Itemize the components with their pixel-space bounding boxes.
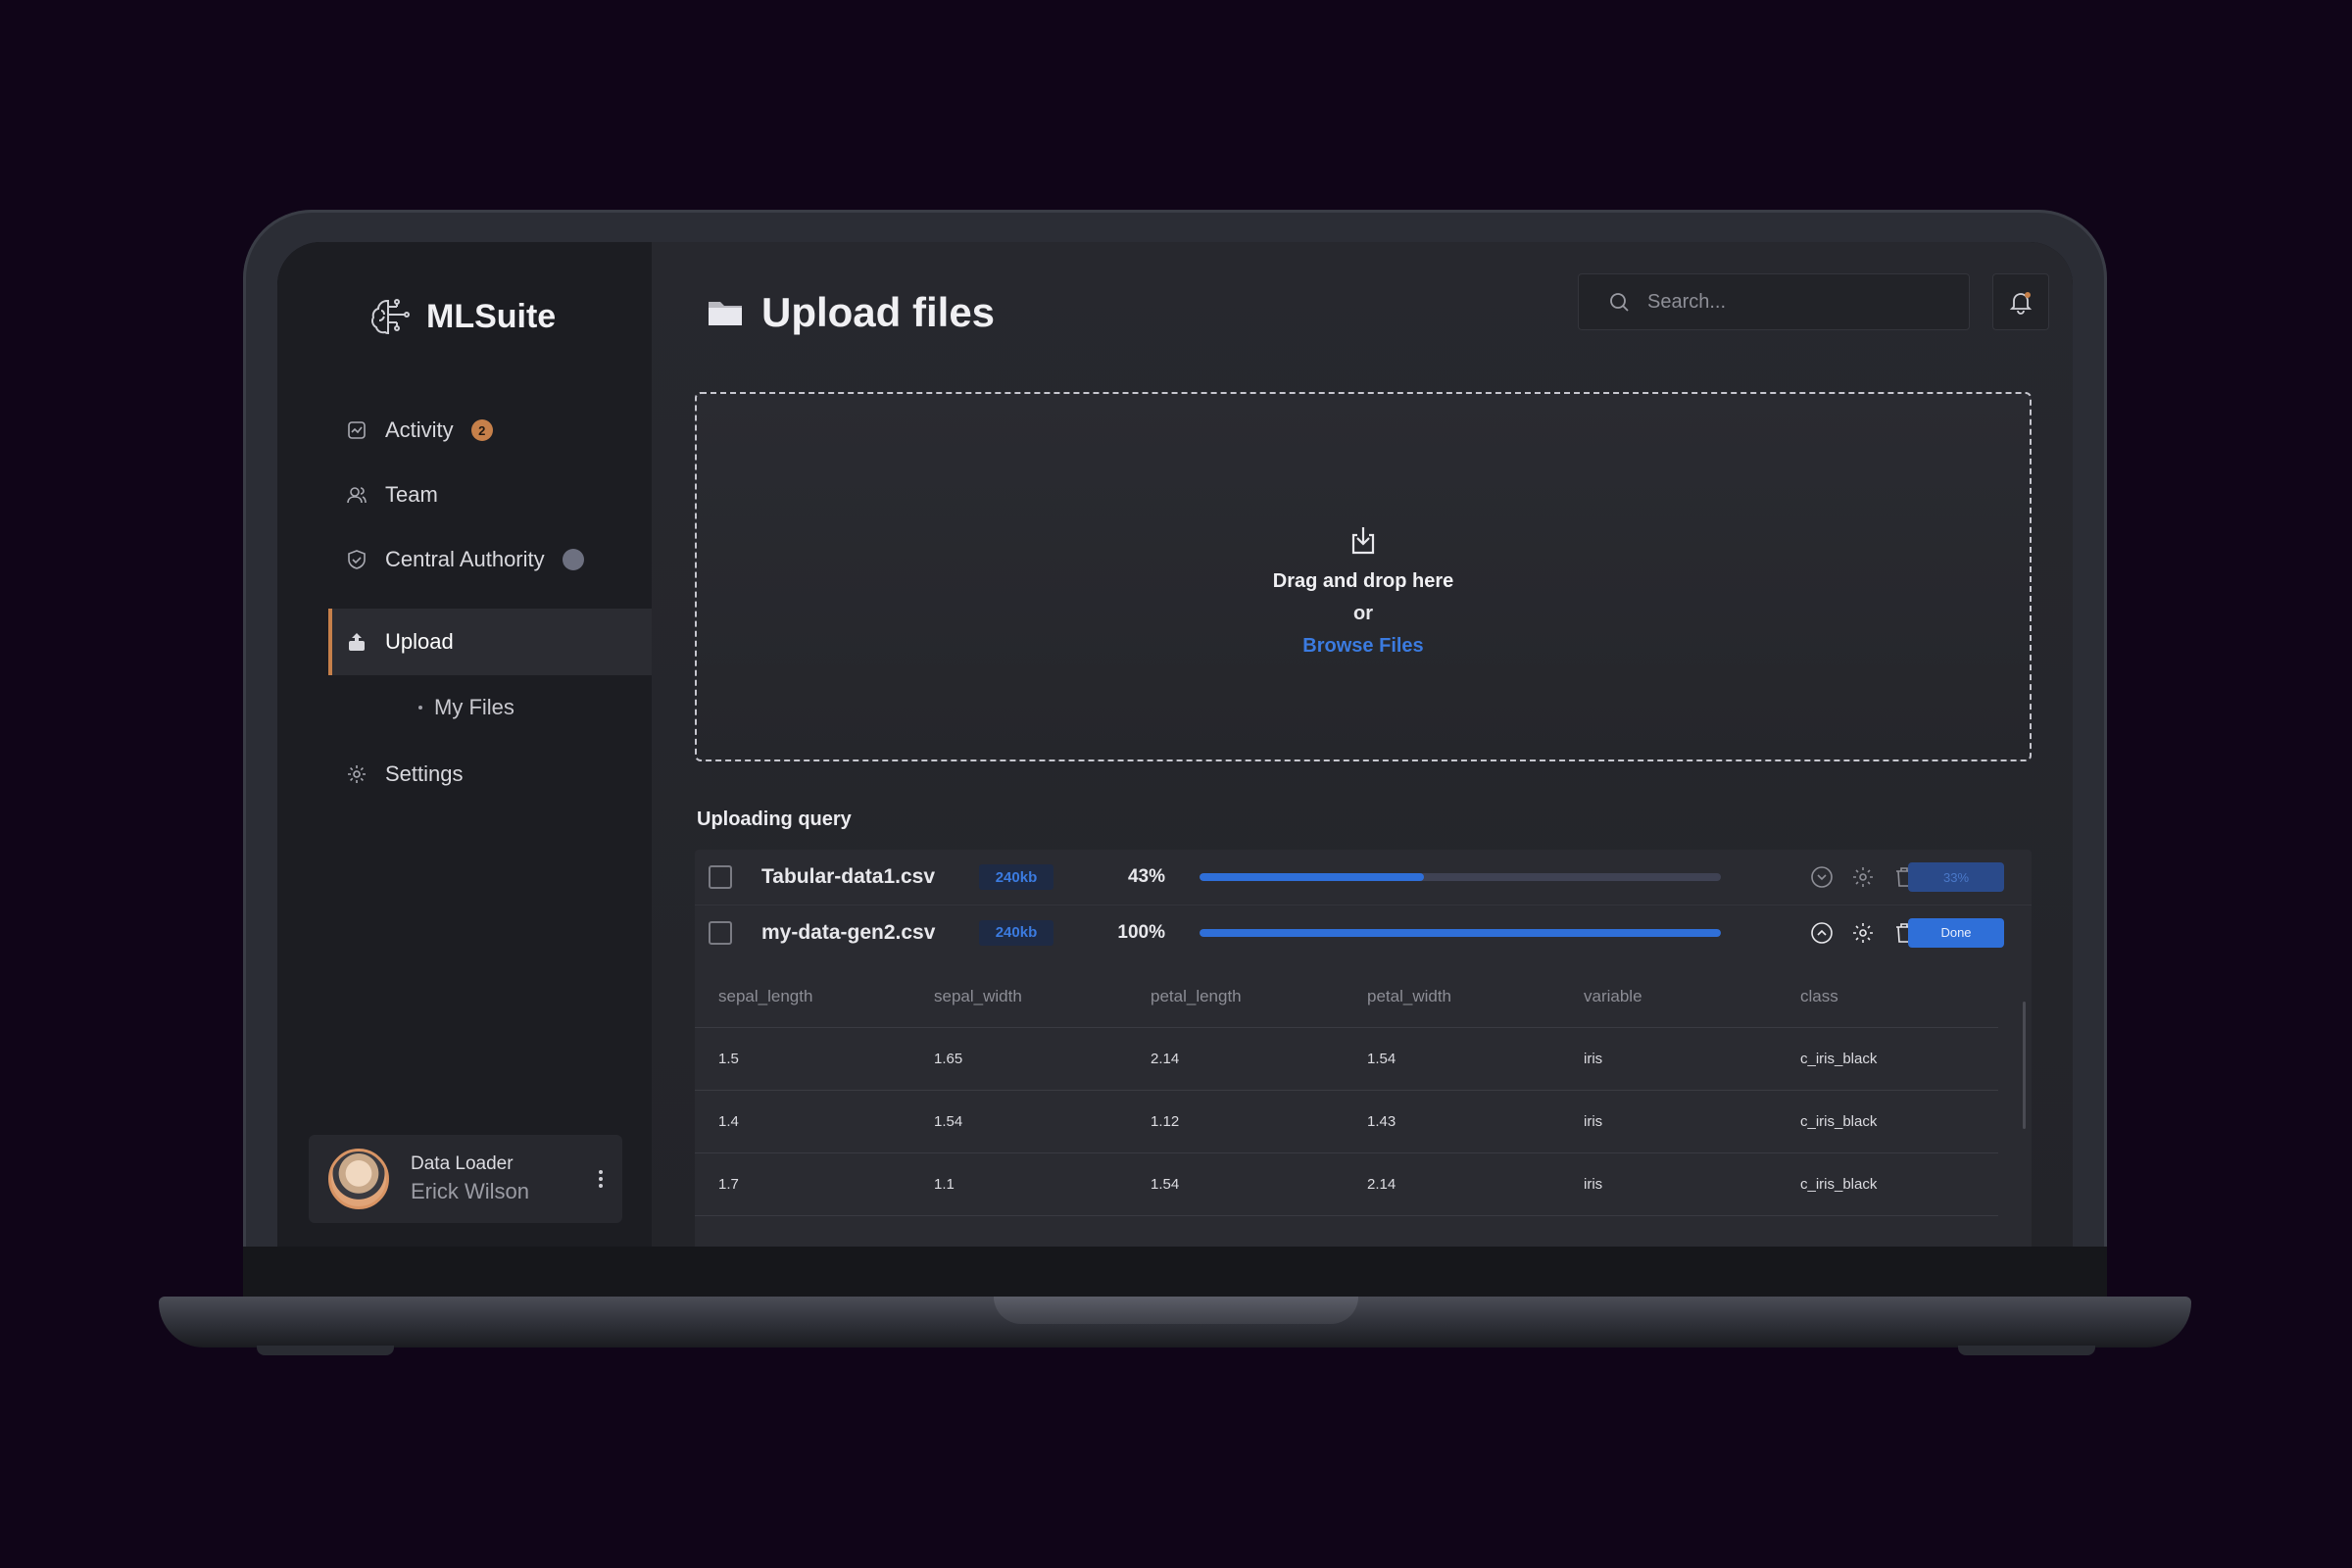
column-header[interactable]: petal_length (1151, 986, 1242, 1005)
table-cell: c_iris_black (1800, 1176, 1878, 1193)
gear-icon (348, 765, 366, 783)
laptop-foot (1958, 1346, 2095, 1355)
row-checkbox[interactable] (709, 865, 732, 889)
app-name: MLSuite (426, 297, 557, 335)
laptop-foot (257, 1346, 394, 1355)
sidebar: MLSuite Activity 2 Team Central Authorit… (277, 242, 652, 1247)
shield-icon (348, 550, 366, 569)
progress-bar (1200, 873, 1721, 881)
table-cell: c_iris_black (1800, 1051, 1878, 1067)
upload-percent: 43% (1127, 866, 1165, 887)
queue-title: Uploading query (697, 808, 852, 830)
sidebar-item-label: Activity (385, 417, 454, 442)
upload-percent: 100% (1117, 921, 1165, 943)
table-row[interactable]: 1.7 1.1 1.54 2.14 iris c_iris_black (695, 1153, 1998, 1216)
table-cell: 1.1 (934, 1176, 955, 1193)
page-title: Upload files (761, 289, 996, 335)
table-cell: 1.7 (718, 1176, 739, 1193)
sidebar-item-label: Central Authority (385, 547, 545, 571)
gear-icon[interactable] (1851, 865, 1875, 889)
main-content: Upload files Search... Drag and drop her… (652, 242, 2073, 1247)
sidebar-item-label: My Files (434, 695, 514, 719)
progress-fill (1200, 873, 1424, 881)
search-placeholder: Search... (1647, 290, 1727, 313)
column-header[interactable]: variable (1584, 986, 1642, 1005)
file-name: my-data-gen2.csv (761, 920, 936, 944)
screen: MLSuite Activity 2 Team Central Authorit… (277, 242, 2073, 1247)
upload-row: Tabular-data1.csv 240kb 43% 33% (695, 850, 2032, 905)
dropzone-or: or (1353, 603, 1373, 624)
table-cell: c_iris_black (1800, 1113, 1878, 1130)
activity-icon (348, 421, 366, 439)
browse-files-link[interactable]: Browse Files (1302, 635, 1424, 657)
table-header: sepal_length sepal_width petal_length pe… (695, 965, 1998, 1028)
table-cell: 1.12 (1151, 1113, 1180, 1130)
bell-icon (2009, 292, 2033, 315)
table-row[interactable]: 1.4 1.54 1.12 1.43 iris c_iris_black (695, 1091, 1998, 1153)
team-icon (347, 487, 367, 504)
sidebar-subitem-my-files[interactable]: My Files (418, 688, 514, 727)
file-dropzone[interactable]: Drag and drop here or Browse Files (695, 392, 2032, 761)
gear-icon[interactable] (1851, 921, 1875, 945)
sidebar-item-central-authority[interactable]: Central Authority (328, 532, 652, 587)
upload-row: my-data-gen2.csv 240kb 100% Done (695, 905, 2032, 959)
chevron-down-circle-icon[interactable] (1810, 865, 1834, 889)
sidebar-item-team[interactable]: Team (328, 467, 652, 522)
activity-count-badge: 2 (470, 419, 493, 441)
table-cell: 2.14 (1367, 1176, 1396, 1193)
user-card[interactable]: Data Loader Erick Wilson (309, 1135, 622, 1223)
table-scrollbar[interactable] (2023, 1002, 2026, 1129)
user-role: Data Loader (411, 1153, 514, 1174)
brain-icon (371, 299, 410, 335)
dropzone-text: Drag and drop here (1272, 570, 1454, 592)
app-logo[interactable]: MLSuite (368, 293, 556, 340)
sidebar-item-label: Settings (385, 761, 464, 786)
bullet-icon (418, 706, 422, 710)
sidebar-item-label: Team (385, 482, 438, 507)
table-cell: iris (1584, 1176, 1603, 1193)
upload-icon (349, 633, 365, 651)
sidebar-item-label: Upload (385, 629, 454, 654)
upload-queue: Tabular-data1.csv 240kb 43% 33% (695, 850, 2032, 1247)
folder-icon (709, 302, 742, 325)
search-icon (1610, 293, 1629, 312)
table-cell: 1.4 (718, 1113, 739, 1130)
more-options-icon[interactable] (599, 1170, 603, 1188)
table-row[interactable]: 1.5 1.65 2.14 1.54 iris c_iris_black (695, 1028, 1998, 1091)
download-tray-icon (1351, 527, 1375, 555)
table-cell: 1.43 (1367, 1113, 1396, 1130)
sidebar-item-settings[interactable]: Settings (328, 747, 652, 802)
avatar (328, 1149, 389, 1209)
column-header[interactable]: sepal_length (718, 986, 813, 1005)
user-name: Erick Wilson (411, 1179, 530, 1203)
status-dot (562, 549, 584, 570)
status-button[interactable]: 33% (1908, 862, 2004, 892)
column-header[interactable]: petal_width (1367, 986, 1452, 1005)
column-header[interactable]: class (1800, 986, 1838, 1005)
table-cell: 1.65 (934, 1051, 963, 1067)
table-cell: 1.5 (718, 1051, 739, 1067)
row-checkbox[interactable] (709, 920, 732, 945)
sidebar-item-upload[interactable]: Upload (328, 609, 652, 675)
search-input[interactable]: Search... (1578, 273, 1970, 330)
laptop-notch (994, 1297, 1358, 1324)
column-header[interactable]: sepal_width (934, 986, 1022, 1005)
table-cell: 1.54 (1151, 1176, 1180, 1193)
sidebar-item-activity[interactable]: Activity 2 (328, 403, 652, 458)
notifications-button[interactable] (1992, 273, 2049, 330)
table-cell: 1.54 (1367, 1051, 1396, 1067)
page-header: Upload files (707, 289, 995, 336)
file-name: Tabular-data1.csv (761, 865, 936, 888)
table-cell: iris (1584, 1113, 1603, 1130)
progress-fill (1200, 928, 1721, 937)
table-cell: 1.54 (934, 1113, 963, 1130)
chevron-up-circle-icon[interactable] (1810, 921, 1834, 945)
status-button[interactable]: Done (1908, 917, 2004, 948)
progress-bar (1200, 928, 1721, 937)
table-cell: 2.14 (1151, 1051, 1180, 1067)
file-size-badge: 240kb (979, 919, 1054, 946)
file-size-badge: 240kb (979, 864, 1054, 890)
laptop-bezel (243, 1247, 2107, 1299)
table-cell: iris (1584, 1051, 1603, 1067)
